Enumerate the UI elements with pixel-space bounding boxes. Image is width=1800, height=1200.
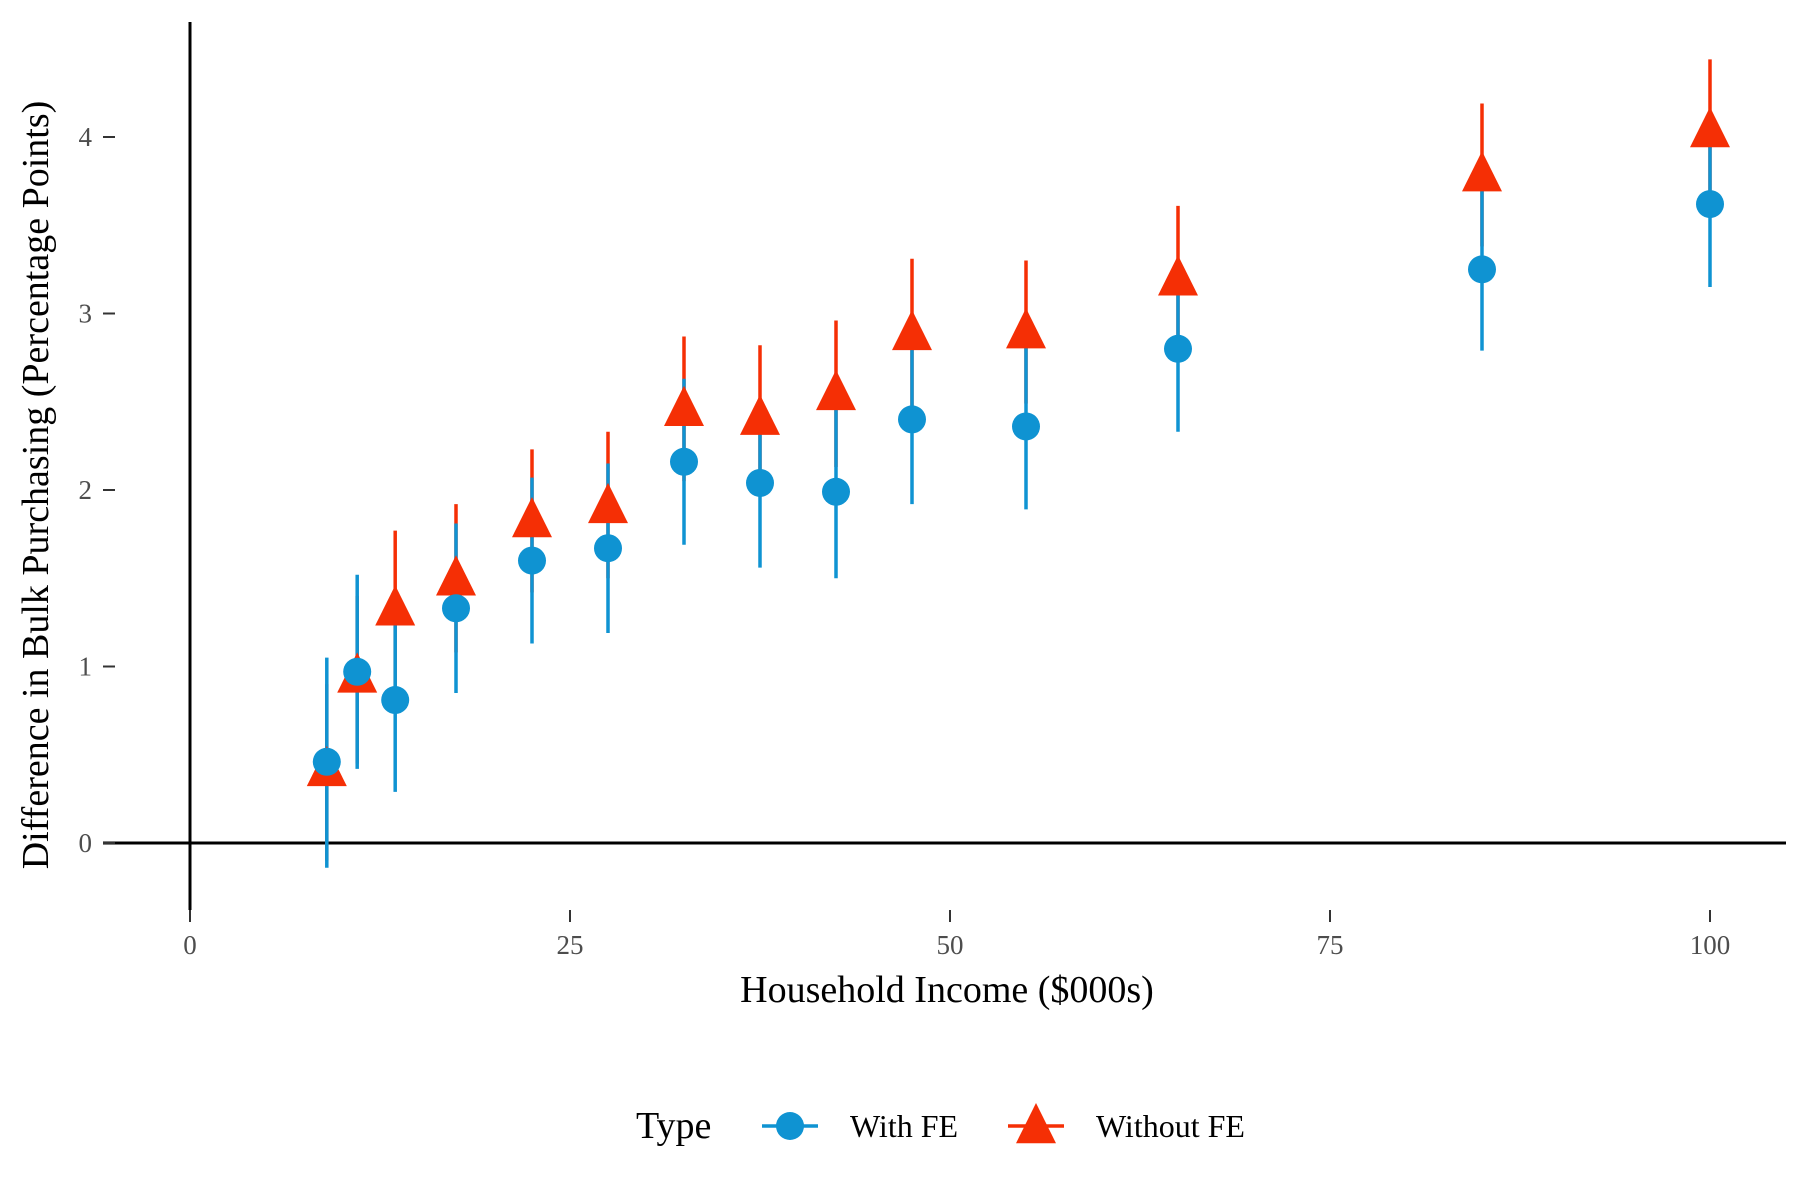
without-fe-point <box>892 309 932 351</box>
x-tick-label: 100 <box>1690 930 1731 960</box>
legend-key-with-fe-marker <box>776 1112 804 1140</box>
x-tick-label: 50 <box>937 930 964 960</box>
with-fe-point <box>312 747 341 776</box>
plot-marks <box>306 59 1730 868</box>
y-tick-label: 4 <box>79 122 93 152</box>
x-tick-label: 75 <box>1317 930 1344 960</box>
with-fe-point <box>1012 412 1040 441</box>
y-tick-label: 1 <box>79 652 93 682</box>
without-fe-point <box>588 482 628 524</box>
with-fe-point <box>1468 255 1496 284</box>
without-fe-point <box>664 385 704 427</box>
with-fe-point <box>442 594 470 623</box>
with-fe-point <box>518 546 546 575</box>
y-axis-title: Difference in Bulk Purchasing (Percentag… <box>15 101 57 870</box>
legend: Type With FE Without FE <box>636 1103 1245 1147</box>
y-tick-label: 2 <box>79 475 93 505</box>
legend-key-without-fe-marker <box>1016 1103 1056 1144</box>
with-fe-point <box>1696 190 1724 219</box>
x-tick-label: 0 <box>183 930 197 960</box>
without-fe-point <box>816 369 856 411</box>
legend-label-without-fe: Without FE <box>1096 1108 1245 1144</box>
with-fe-point <box>1164 334 1192 363</box>
with-fe-point <box>746 468 774 497</box>
x-tick-label: 25 <box>557 930 584 960</box>
with-fe-point <box>381 686 410 715</box>
without-fe-point <box>1158 255 1198 296</box>
with-fe-point <box>670 447 698 476</box>
with-fe-point <box>343 657 372 686</box>
with-fe-point <box>822 477 850 506</box>
legend-label-with-fe: With FE <box>850 1108 958 1144</box>
x-axis-title: Household Income ($000s) <box>740 969 1154 1011</box>
without-fe-point <box>1462 151 1502 192</box>
with-fe-point <box>898 405 926 434</box>
without-fe-point <box>740 394 780 435</box>
without-fe-point <box>512 497 552 538</box>
legend-title: Type <box>636 1105 711 1147</box>
without-fe-point <box>1690 106 1730 148</box>
y-tick-label: 0 <box>79 828 93 858</box>
with-fe-point <box>594 534 622 563</box>
y-tick-label: 3 <box>79 299 93 329</box>
without-fe-point <box>1006 308 1046 349</box>
without-fe-point <box>375 585 416 626</box>
without-fe-point <box>436 555 476 596</box>
axes: 0 1 2 3 4 0 25 50 75 100 <box>79 22 1786 960</box>
